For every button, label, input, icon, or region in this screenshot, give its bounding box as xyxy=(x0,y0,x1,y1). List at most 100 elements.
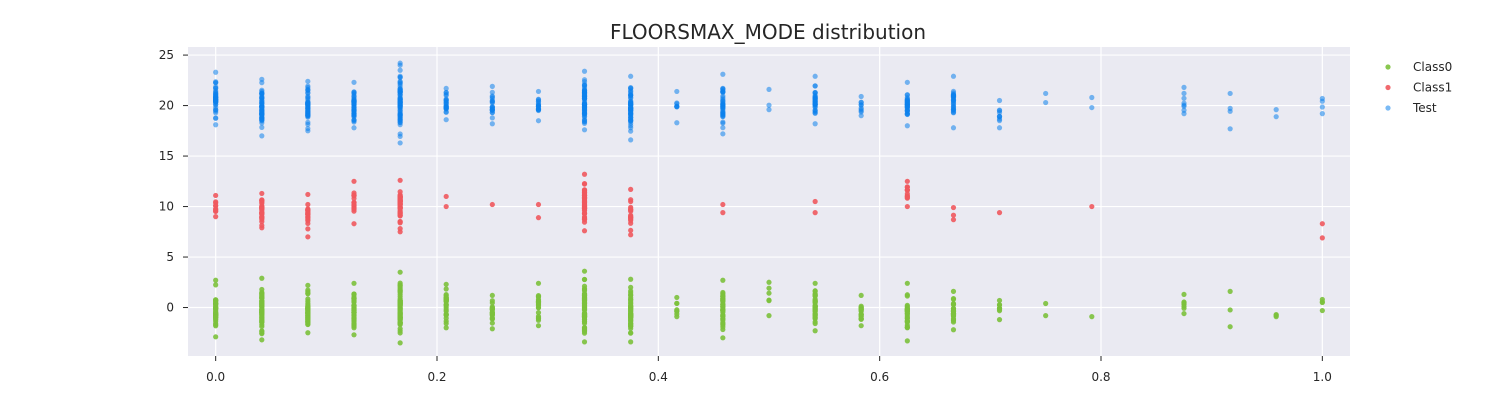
data-point xyxy=(812,280,818,286)
data-point xyxy=(858,93,864,100)
data-point xyxy=(305,310,311,316)
data-point xyxy=(628,217,634,224)
data-point xyxy=(904,103,910,109)
data-point xyxy=(1319,221,1325,227)
data-point xyxy=(443,203,449,210)
data-point xyxy=(1181,291,1187,298)
data-point xyxy=(535,315,542,321)
data-point xyxy=(996,306,1003,312)
data-point xyxy=(581,171,588,177)
data-point xyxy=(950,300,957,307)
data-point xyxy=(351,332,357,338)
data-point xyxy=(581,95,588,101)
data-point xyxy=(305,330,311,336)
data-point xyxy=(351,117,357,123)
data-point xyxy=(443,311,449,318)
data-point xyxy=(213,85,219,91)
data-point xyxy=(213,199,219,205)
data-point xyxy=(397,322,403,328)
data-point xyxy=(305,316,311,322)
data-point xyxy=(996,118,1003,124)
data-point xyxy=(305,209,311,215)
data-point xyxy=(812,210,818,216)
data-point xyxy=(1227,105,1233,111)
data-point xyxy=(904,187,910,193)
data-point xyxy=(397,300,403,307)
data-point xyxy=(628,339,634,345)
data-point xyxy=(213,79,219,85)
data-point xyxy=(812,97,818,103)
data-point xyxy=(766,313,772,319)
data-point xyxy=(628,118,634,124)
data-point xyxy=(305,215,311,221)
data-point xyxy=(443,85,449,92)
data-point xyxy=(720,71,726,77)
data-point xyxy=(628,313,634,319)
data-point xyxy=(581,81,588,87)
data-point xyxy=(443,117,449,123)
data-point xyxy=(259,204,265,211)
data-point xyxy=(674,88,680,95)
data-point xyxy=(259,323,265,330)
series-class0 xyxy=(213,268,1325,346)
data-point xyxy=(259,117,265,123)
data-point xyxy=(628,227,634,234)
data-point xyxy=(397,103,403,109)
data-point xyxy=(950,312,957,318)
data-point xyxy=(581,304,588,310)
data-point xyxy=(628,85,634,91)
data-point xyxy=(581,228,588,234)
data-point xyxy=(259,286,265,293)
data-point xyxy=(213,304,219,311)
data-point xyxy=(581,113,588,120)
y-tick-label: 5 xyxy=(166,250,174,264)
data-point xyxy=(213,192,219,199)
y-tick-label: 0 xyxy=(166,301,174,315)
data-point xyxy=(581,288,588,294)
data-point xyxy=(996,125,1003,131)
x-tick-label: 0.6 xyxy=(870,370,889,384)
data-point xyxy=(996,317,1003,323)
data-point xyxy=(397,198,403,204)
chart-title: FLOORSMAX_MODE distribution xyxy=(610,20,926,44)
axis-ticks: 0.0 0.2 0.4 0.6 0.8 1.0 0 5 10 15 20 25 xyxy=(159,48,1332,384)
data-point xyxy=(904,193,910,199)
data-point xyxy=(766,86,772,93)
data-point xyxy=(535,309,542,316)
data-point xyxy=(904,280,910,286)
data-point xyxy=(581,204,588,210)
data-point xyxy=(1273,114,1279,120)
data-point xyxy=(766,290,772,296)
data-point xyxy=(581,325,588,332)
data-point xyxy=(1227,126,1233,132)
data-point xyxy=(259,124,265,130)
data-point xyxy=(305,191,311,198)
data-point xyxy=(628,294,634,301)
data-point xyxy=(858,306,864,313)
data-point xyxy=(213,108,219,114)
data-point xyxy=(535,201,542,208)
data-point xyxy=(720,88,726,94)
data-point xyxy=(259,306,265,313)
data-point xyxy=(996,210,1003,216)
data-point xyxy=(628,111,634,117)
data-point xyxy=(950,107,957,113)
data-point xyxy=(305,108,311,114)
data-point xyxy=(213,99,219,105)
data-point xyxy=(351,280,357,286)
data-point xyxy=(1227,307,1233,313)
data-point xyxy=(1181,305,1187,311)
data-point xyxy=(305,234,311,240)
data-point xyxy=(1181,84,1187,90)
data-point xyxy=(904,178,910,184)
x-tick-label: 0.0 xyxy=(206,370,225,384)
data-point xyxy=(1089,314,1095,320)
data-point xyxy=(397,212,403,218)
data-point xyxy=(996,108,1003,114)
data-point xyxy=(766,297,772,303)
data-point xyxy=(213,122,219,128)
data-point xyxy=(904,338,910,344)
data-point xyxy=(213,214,219,220)
data-point xyxy=(720,125,726,131)
